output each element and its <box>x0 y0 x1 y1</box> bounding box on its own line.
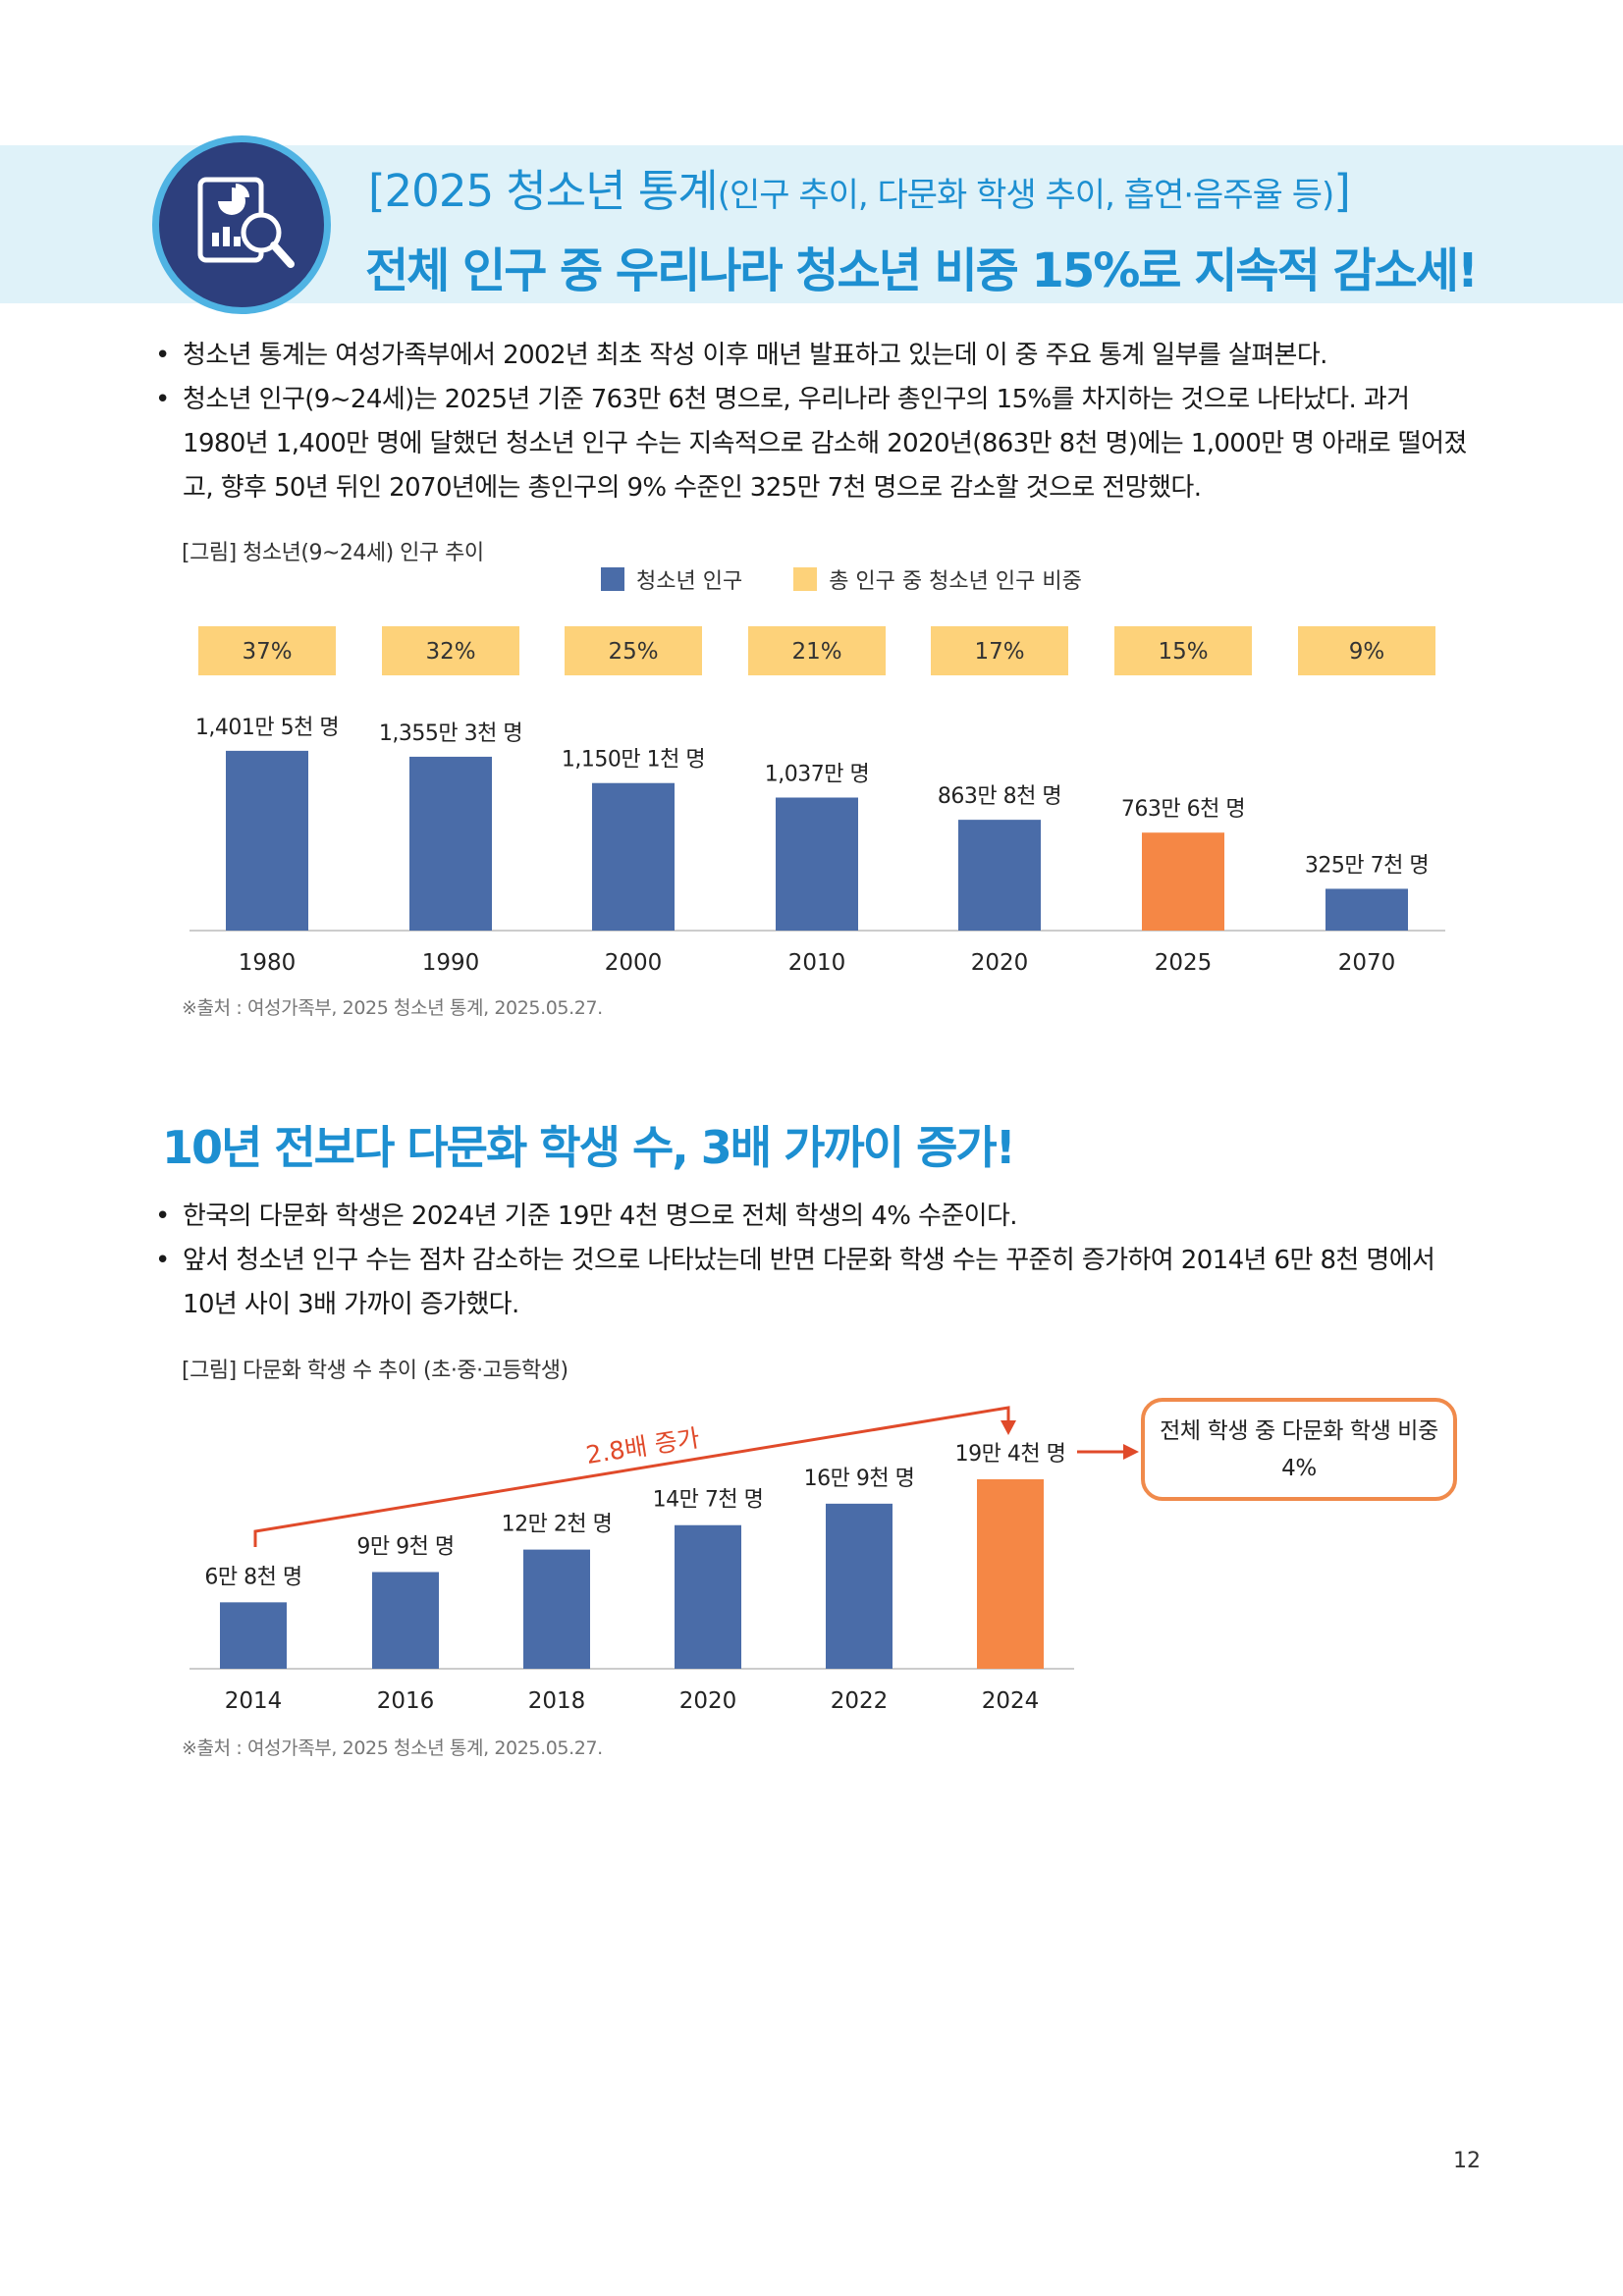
section-title: 10년 전보다 다문화 학생 수, 3배 가까이 증가! <box>162 1121 1016 1174</box>
section1-bullets: 청소년 통계는 여성가족부에서 2002년 최초 작성 이후 매년 발표하고 있… <box>147 334 1473 510</box>
bar-value-label: 325만 7천 명 <box>1305 853 1429 878</box>
bar <box>1325 888 1408 931</box>
population-chart: 37% 32% 25% 21% 17% 15% 9% 1,401만 5천 명 1980 1,355… <box>189 626 1445 976</box>
page-number: 12 <box>1453 2149 1481 2173</box>
percent-label: 9% <box>1349 639 1385 665</box>
x-tick-label: 2018 <box>528 1688 586 1714</box>
bar-value-label: 763만 6천 명 <box>1121 797 1245 822</box>
bar-value-label: 1,401만 5천 명 <box>195 716 339 740</box>
x-tick-label: 2070 <box>1338 950 1396 976</box>
percent-box <box>1298 626 1435 675</box>
ratio-callout: 전체 학생 중 다문화 학생 비중 4% <box>1141 1398 1457 1501</box>
source-note: ※출처 : 여성가족부, 2025 청소년 통계, 2025.05.27. <box>182 1737 603 1759</box>
bar <box>523 1549 590 1669</box>
banner-title: [2025 청소년 통계(인구 추이, 다문화 학생 추이, 흡연·음주율 등)… <box>368 155 1351 219</box>
growth-arrow-line <box>253 1406 1010 1547</box>
percent-box <box>931 626 1068 675</box>
percent-label: 37% <box>242 639 292 665</box>
bar <box>226 750 308 931</box>
figure-caption: [그림] 청소년(9~24세) 인구 추이 <box>182 541 484 565</box>
bar <box>1142 832 1224 931</box>
bullet-item: 청소년 인구(9~24세)는 2025년 기준 763만 6천 명으로, 우리나… <box>147 378 1473 510</box>
growth-arrow-head <box>1001 1420 1016 1435</box>
bullet-item: 한국의 다문화 학생은 2024년 기준 19만 4천 명으로 전체 학생의 4… <box>147 1195 1473 1239</box>
banner-subtitle: 전체 인구 중 우리나라 청소년 비중 15%로 지속적 감소세! <box>365 243 1479 298</box>
bar <box>592 782 675 931</box>
bar-value-label: 1,037만 명 <box>765 762 869 786</box>
percent-label: 21% <box>791 639 841 665</box>
report-analysis-icon <box>152 135 331 314</box>
percent-box <box>198 626 336 675</box>
x-tick-label: 2020 <box>679 1688 737 1714</box>
bar-value-label: 16만 9천 명 <box>804 1467 915 1491</box>
bar <box>372 1572 439 1669</box>
percent-box <box>382 626 519 675</box>
bar <box>958 820 1041 931</box>
callout-label: 전체 학생 중 다문화 학생 비중 <box>1160 1418 1438 1444</box>
growth-annotation: 2.8배 증가 <box>584 1423 702 1469</box>
x-tick-label: 2025 <box>1155 950 1213 976</box>
bar-value-label: 14만 7천 명 <box>653 1488 764 1513</box>
x-tick-label: 2022 <box>831 1688 889 1714</box>
percent-label: 32% <box>425 639 475 665</box>
banner-title-close: ] <box>1333 165 1351 217</box>
percent-box <box>565 626 702 675</box>
bar-value-label: 863만 8천 명 <box>938 784 1061 809</box>
bar <box>220 1602 287 1669</box>
bar-value-label: 6만 8천 명 <box>204 1565 301 1589</box>
bar <box>409 756 492 931</box>
percent-box <box>1114 626 1252 675</box>
percent-label: 17% <box>974 639 1024 665</box>
banner-title-paren: (인구 추이, 다문화 학생 추이, 흡연·음주율 등) <box>717 176 1335 215</box>
x-tick-label: 1990 <box>422 950 480 976</box>
x-tick-label: 2024 <box>982 1688 1040 1714</box>
x-tick-label: 2016 <box>377 1688 435 1714</box>
x-tick-label: 2010 <box>788 950 846 976</box>
figure-caption: [그림] 다문화 학생 수 추이 (초·중·고등학생) <box>182 1359 568 1383</box>
section2-bullets: 한국의 다문화 학생은 2024년 기준 19만 4천 명으로 전체 학생의 4… <box>147 1195 1473 1327</box>
x-tick-label: 2014 <box>225 1688 283 1714</box>
callout-arrow-head <box>1123 1444 1139 1460</box>
legend-swatch-yellow <box>793 567 818 591</box>
banner-title-main: [2025 청소년 통계 <box>368 165 719 217</box>
bar-value-label: 1,355만 3천 명 <box>379 721 522 746</box>
legend-swatch-blue <box>601 567 624 591</box>
callout-value: 4% <box>1281 1456 1317 1481</box>
bullet-item: 앞서 청소년 인구 수는 점차 감소하는 것으로 나타났는데 반면 다문화 학생… <box>147 1239 1473 1327</box>
x-tick-label: 2020 <box>971 950 1029 976</box>
bar-value-label: 9만 9천 명 <box>356 1534 454 1559</box>
bar <box>776 797 858 931</box>
x-tick-label: 2000 <box>605 950 663 976</box>
legend-label: 청소년 인구 <box>636 569 743 594</box>
bullet-item: 청소년 통계는 여성가족부에서 2002년 최초 작성 이후 매년 발표하고 있… <box>147 334 1473 378</box>
multicultural-chart: 6만 8천 명 2014 9만 9천 명 2016 12만 2천 명 2018 14만 7천… <box>189 1406 1139 1714</box>
x-tick-label: 1980 <box>239 950 297 976</box>
bar-value-label: 19만 4천 명 <box>955 1442 1066 1467</box>
percent-box <box>748 626 886 675</box>
bar <box>977 1478 1044 1669</box>
bar <box>826 1503 893 1669</box>
source-note: ※출처 : 여성가족부, 2025 청소년 통계, 2025.05.27. <box>182 997 603 1019</box>
bar-value-label: 1,150만 1천 명 <box>562 748 705 773</box>
bar-value-label: 12만 2천 명 <box>502 1513 613 1537</box>
chart-legend: 청소년 인구 총 인구 중 청소년 인구 비중 <box>601 563 1082 595</box>
legend-label: 총 인구 중 청소년 인구 비중 <box>829 569 1082 594</box>
percent-label: 15% <box>1158 639 1208 665</box>
percent-label: 25% <box>608 639 658 665</box>
bar <box>675 1524 741 1669</box>
